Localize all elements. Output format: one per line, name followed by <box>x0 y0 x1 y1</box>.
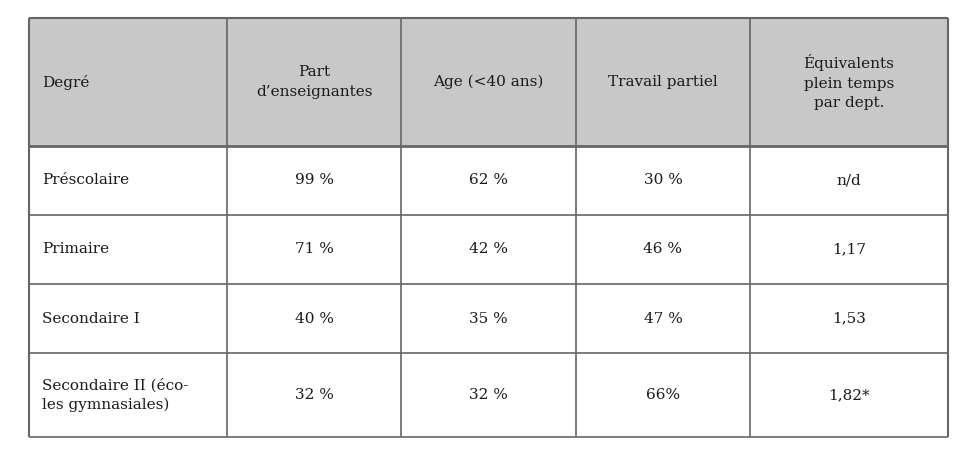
Bar <box>750 215 948 284</box>
Bar <box>402 353 575 437</box>
Bar <box>750 353 948 437</box>
Bar <box>29 18 227 146</box>
Bar <box>402 146 575 215</box>
Bar <box>575 353 750 437</box>
Bar <box>750 18 948 146</box>
Bar <box>227 146 402 215</box>
Bar <box>227 284 402 353</box>
Bar <box>227 18 402 146</box>
Bar <box>29 215 227 284</box>
Text: 32 %: 32 % <box>469 388 508 402</box>
Bar <box>29 353 227 437</box>
Bar <box>29 284 227 353</box>
Text: Part
d’enseignantes: Part d’enseignantes <box>256 65 372 99</box>
Bar <box>227 353 402 437</box>
Bar <box>750 284 948 353</box>
Bar <box>29 146 227 215</box>
Text: 1,82*: 1,82* <box>828 388 870 402</box>
Text: 42 %: 42 % <box>469 243 508 257</box>
Text: n/d: n/d <box>836 173 862 187</box>
Text: Secondaire II (éco-
les gymnasiales): Secondaire II (éco- les gymnasiales) <box>42 378 189 412</box>
Bar <box>575 146 750 215</box>
Bar <box>402 284 575 353</box>
Text: 1,17: 1,17 <box>832 243 866 257</box>
Text: 1,53: 1,53 <box>832 312 866 325</box>
Bar <box>750 146 948 215</box>
Text: 30 %: 30 % <box>644 173 682 187</box>
Text: Préscolaire: Préscolaire <box>42 173 129 187</box>
Text: 35 %: 35 % <box>469 312 508 325</box>
Bar <box>402 18 575 146</box>
Bar <box>575 18 750 146</box>
Text: Primaire: Primaire <box>42 243 109 257</box>
Text: Age (<40 ans): Age (<40 ans) <box>434 75 543 89</box>
Bar <box>227 215 402 284</box>
Text: Degré: Degré <box>42 75 89 90</box>
Bar <box>575 284 750 353</box>
Text: 99 %: 99 % <box>294 173 333 187</box>
Text: 62 %: 62 % <box>469 173 508 187</box>
Text: 32 %: 32 % <box>295 388 333 402</box>
Text: 46 %: 46 % <box>644 243 683 257</box>
Bar <box>575 215 750 284</box>
Text: Équivalents
plein temps
par dept.: Équivalents plein temps par dept. <box>803 54 894 110</box>
Text: 71 %: 71 % <box>295 243 333 257</box>
Text: 66%: 66% <box>646 388 680 402</box>
Text: Travail partiel: Travail partiel <box>608 75 718 89</box>
Text: Secondaire I: Secondaire I <box>42 312 140 325</box>
Text: 47 %: 47 % <box>644 312 682 325</box>
Text: 40 %: 40 % <box>294 312 333 325</box>
Bar <box>402 215 575 284</box>
